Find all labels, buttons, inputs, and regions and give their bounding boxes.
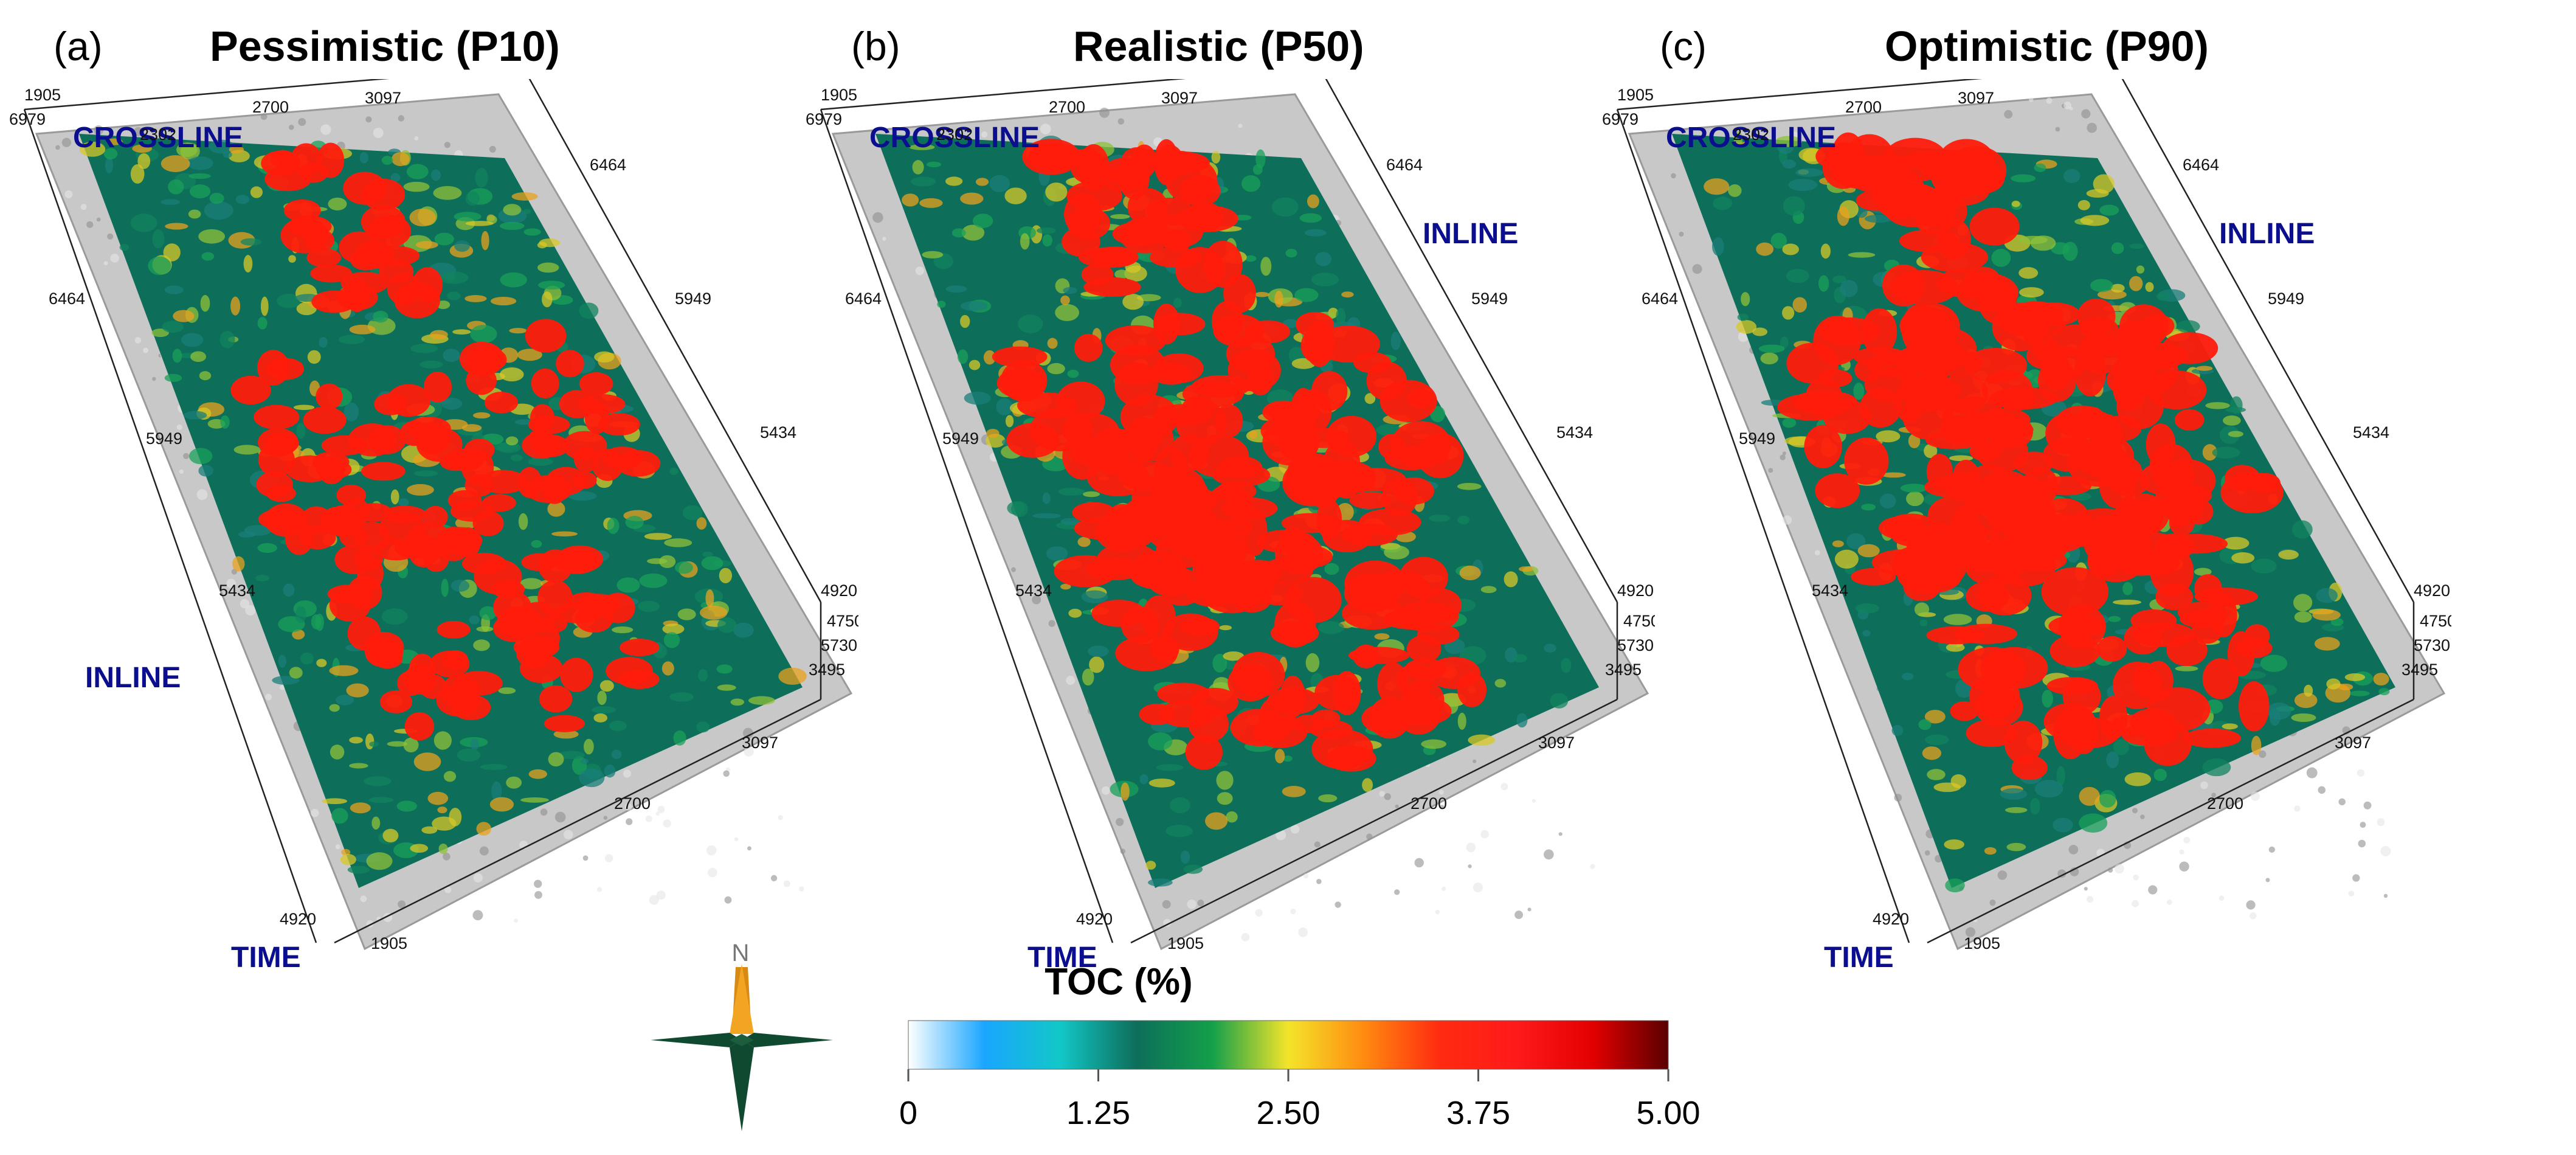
tick-right: 5949: [1471, 290, 1508, 308]
toc-colorbar: TOC (%) 0 1.25 2.50 3.75 5.00: [899, 961, 1701, 1131]
tick-bottom: 3097: [2335, 734, 2371, 752]
tick-top: 2700: [1049, 98, 1085, 116]
tick-time: 4750: [827, 612, 858, 630]
tick-right: 5949: [2268, 290, 2304, 308]
axis-frame: [1616, 79, 2415, 944]
panel-letter: (a): [54, 24, 103, 69]
tick-time: 5730: [821, 636, 857, 654]
tick-bottom: 1905: [1964, 934, 2000, 952]
tick-right: 5434: [1556, 423, 1593, 442]
time-axis-label: TIME: [1027, 942, 1097, 974]
colorbar-tick-label: 2.50: [1256, 1095, 1320, 1131]
tick-right: 5434: [2353, 423, 2389, 442]
tick-bottom: 3495: [2402, 661, 2438, 679]
panel-title: Realistic (P50): [1073, 23, 1364, 70]
tick-time: 4750: [2420, 612, 2451, 630]
tick-left: 5949: [942, 429, 979, 448]
colorbar-tick-label: 0: [899, 1095, 917, 1131]
crossline-axis-label: CROSSLINE: [73, 122, 243, 154]
tick-top: 2302: [140, 125, 176, 144]
inline-axis-label: INLINE: [85, 662, 181, 694]
toc-surface-map: CROSSLINE INLINE TIME 1905 2302 2700 3097 6979 6…: [1602, 79, 2451, 974]
tick-right: 5434: [760, 423, 796, 442]
tick-top: 1905: [821, 86, 857, 104]
axis-frame: [820, 79, 1618, 944]
tick-left: 5434: [219, 581, 255, 600]
tick-right: 6464: [1386, 156, 1423, 174]
colorbar-tick-label: 5.00: [1636, 1095, 1700, 1131]
colorbar-tick-label: 3.75: [1446, 1095, 1510, 1131]
tick-bottom: 1905: [1167, 934, 1204, 952]
panel-realistic: (b) Realistic (P50) CROSSLINE INLINE TIME 1…: [796, 0, 1655, 985]
time-axis-label: TIME: [231, 942, 301, 974]
tick-top: 3097: [1958, 89, 1994, 107]
tick-right: 4920: [1617, 581, 1654, 600]
panel-letter: (b): [851, 24, 900, 69]
compass-north-label: N: [732, 940, 750, 966]
panel-optimistic: (c) Optimistic (P90) CROSSLINE INLINE TIME…: [1593, 0, 2451, 985]
tick-right: 4920: [2414, 581, 2450, 600]
tick-left: 4920: [1873, 910, 1909, 928]
tick-bottom: 1905: [371, 934, 407, 952]
tick-bottom: 2700: [614, 794, 651, 813]
tick-left: 5434: [1812, 581, 1848, 600]
tick-time: 5730: [1617, 636, 1654, 654]
tick-top: 2700: [1845, 98, 1882, 116]
colorbar-gradient: [908, 1020, 1669, 1070]
tick-top: 3097: [365, 89, 401, 107]
tick-right: 4920: [821, 581, 857, 600]
panel-letter: (c): [1660, 24, 1707, 69]
tick-bottom: 3495: [1605, 661, 1642, 679]
tick-left: 5434: [1015, 581, 1052, 600]
crossline-axis-label: CROSSLINE: [869, 122, 1040, 154]
toc-surface-map: CROSSLINE INLINE TIME 1905 2302 2700 3097 6979 6…: [806, 79, 1655, 974]
tick-left: 6464: [49, 290, 85, 308]
tick-left: 4920: [1076, 910, 1113, 928]
tick-left: 6979: [9, 110, 46, 128]
tick-bottom: 2700: [1411, 794, 1447, 813]
panel-title: Pessimistic (P10): [210, 23, 560, 70]
tick-left: 5949: [1739, 429, 1775, 448]
inline-axis-label: INLINE: [1423, 218, 1518, 250]
tick-left: 4920: [280, 910, 316, 928]
tick-right: 5949: [675, 290, 711, 308]
tick-bottom: 3097: [1538, 734, 1575, 752]
panel-pessimistic: (a) Pessimistic (P10) CROSSLINE INLINE TIM…: [0, 0, 858, 985]
tick-top: 2302: [936, 125, 973, 144]
tick-top: 2302: [1733, 125, 1769, 144]
tick-left: 6979: [1602, 110, 1638, 128]
tick-top: 2700: [252, 98, 289, 116]
tick-time: 4750: [1623, 612, 1655, 630]
tick-right: 6464: [590, 156, 626, 174]
tick-top: 3097: [1161, 89, 1198, 107]
tick-bottom: 2700: [2207, 794, 2243, 813]
axis-frame: [23, 79, 822, 944]
tick-left: 6464: [1642, 290, 1678, 308]
tick-bottom: 3495: [809, 661, 845, 679]
panel-title: Optimistic (P90): [1885, 23, 2209, 70]
time-axis-label: TIME: [1824, 942, 1894, 974]
compass-rose-icon: N: [651, 940, 833, 1131]
crossline-axis-label: CROSSLINE: [1666, 122, 1836, 154]
tick-left: 5949: [146, 429, 182, 448]
tick-left: 6464: [845, 290, 882, 308]
colorbar-title: TOC (%): [1045, 961, 1192, 1003]
tick-right: 6464: [2183, 156, 2219, 174]
tick-top: 1905: [1617, 86, 1654, 104]
tick-left: 6979: [806, 110, 842, 128]
tick-time: 5730: [2414, 636, 2450, 654]
toc-surface-map: CROSSLINE INLINE TIME 1905 2302 2700 3097 6979 6…: [9, 79, 858, 974]
inline-axis-label: INLINE: [2219, 218, 2315, 250]
tick-top: 1905: [24, 86, 61, 104]
colorbar-tick-label: 1.25: [1066, 1095, 1130, 1131]
tick-bottom: 3097: [742, 734, 778, 752]
